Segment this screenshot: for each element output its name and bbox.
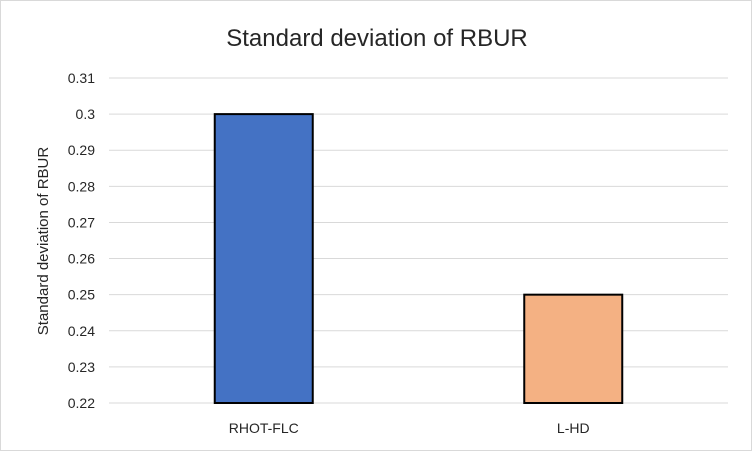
y-tick-label: 0.29: [68, 142, 95, 158]
y-tick-label: 0.22: [68, 395, 95, 411]
x-category-label: L-HD: [557, 420, 590, 436]
y-tick-label: 0.26: [68, 251, 95, 267]
y-tick-label: 0.23: [68, 359, 95, 375]
gridlines: [109, 77, 728, 404]
y-tick-label: 0.25: [68, 287, 95, 303]
y-axis-ticks: 0.22 0.23 0.24 0.25 0.26 0.27 0.28 0.29 0.3 0.31: [68, 70, 95, 411]
bars: [213, 113, 624, 404]
y-tick-label: 0.24: [68, 323, 95, 339]
x-axis-categories: RHOT-FLC L-HD: [229, 420, 590, 436]
y-tick-label: 0.3: [76, 106, 96, 122]
chart-title: Standard deviation of RBUR: [226, 25, 528, 52]
bar-rhot-flc: [213, 113, 314, 404]
y-axis-label: Standard deviation of RBUR: [35, 147, 52, 336]
x-category-label: RHOT-FLC: [229, 420, 299, 436]
y-tick-label: 0.28: [68, 178, 95, 194]
bar-l-hd: [523, 293, 624, 404]
y-tick-label: 0.31: [68, 70, 95, 86]
y-tick-label: 0.27: [68, 214, 95, 230]
